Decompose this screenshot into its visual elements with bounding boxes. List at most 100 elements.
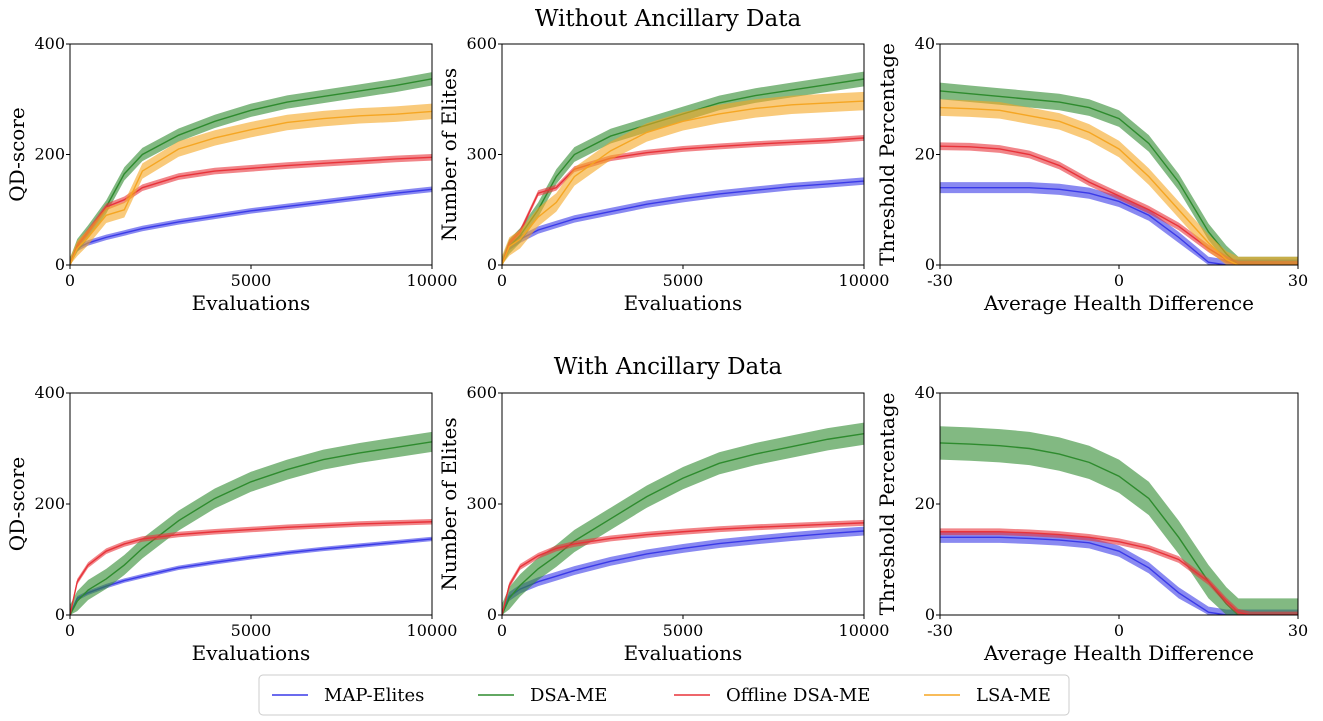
plot-area	[940, 426, 1298, 615]
plot-area	[502, 422, 864, 615]
x-tick-label: -30	[927, 621, 953, 640]
y-tick-label: 40	[915, 34, 935, 53]
band-dsa-me	[70, 431, 432, 615]
y-tick-label: 0	[925, 605, 935, 624]
y-tick-label: 400	[34, 34, 65, 53]
y-axis-label: QD-score	[5, 107, 29, 201]
line-lsa-me	[502, 100, 864, 265]
x-tick-label: 5000	[231, 271, 272, 290]
y-tick-label: 20	[915, 145, 935, 164]
line-dsa-me	[70, 441, 432, 615]
x-tick-label: 0	[1114, 621, 1124, 640]
y-tick-label: 200	[34, 494, 65, 513]
band-offline-dsa-me	[502, 519, 864, 615]
x-tick-label: 10000	[407, 271, 458, 290]
line-offline-dsa-me	[940, 145, 1298, 265]
x-axis-label: Evaluations	[624, 291, 743, 315]
y-tick-label: 600	[466, 383, 497, 402]
band-map-elites	[502, 177, 864, 265]
x-tick-label: 0	[497, 621, 507, 640]
line-lsa-me	[70, 110, 432, 265]
band-map-elites	[502, 526, 864, 615]
y-tick-label: 400	[34, 383, 65, 402]
line-dsa-me	[502, 433, 864, 615]
row-title-bottom: With Ancillary Data	[554, 354, 783, 380]
band-lsa-me	[70, 103, 432, 265]
axes-frame	[939, 392, 1299, 616]
y-tick-label: 300	[466, 145, 497, 164]
x-tick-label: 30	[1288, 271, 1308, 290]
y-axis-label: Number of Elites	[437, 417, 461, 590]
legend-label: LSA-ME	[976, 685, 1051, 706]
line-map-elites	[70, 188, 432, 265]
x-tick-label: 5000	[663, 271, 704, 290]
line-dsa-me	[940, 90, 1298, 265]
line-map-elites	[940, 186, 1298, 265]
band-dsa-me	[940, 426, 1298, 615]
x-tick-label: 10000	[839, 621, 890, 640]
axes-frame	[501, 43, 865, 266]
band-lsa-me	[502, 91, 864, 265]
y-tick-label: 40	[915, 383, 935, 402]
line-lsa-me	[940, 106, 1298, 265]
y-tick-label: 0	[925, 255, 935, 274]
y-axis-label: Threshold Percentage	[875, 43, 899, 266]
legend-item-offline-dsa-me: Offline DSA-ME	[674, 685, 870, 706]
x-tick-label: 5000	[663, 621, 704, 640]
x-axis-label: Evaluations	[192, 291, 311, 315]
legend-label: DSA-ME	[530, 685, 607, 706]
x-axis-label: Evaluations	[624, 641, 743, 665]
x-tick-label: 10000	[839, 271, 890, 290]
line-map-elites	[940, 536, 1298, 615]
y-tick-label: 0	[487, 255, 497, 274]
chart-1: 0 5000 10000 0 200 400 Evaluations QD-score	[5, 34, 457, 315]
y-tick-label: 0	[55, 605, 65, 624]
legend-item-lsa-me: LSA-ME	[924, 685, 1051, 706]
chart-2: 0 5000 10000 0 300 600 Evaluations Number of El…	[437, 34, 889, 315]
y-axis-label: QD-score	[5, 457, 29, 551]
y-tick-label: 20	[915, 494, 935, 513]
x-tick-label: 5000	[231, 621, 272, 640]
legend-label: Offline DSA-ME	[726, 685, 870, 706]
plot-area	[70, 72, 432, 265]
x-tick-label: 0	[65, 271, 75, 290]
legend-box	[258, 674, 1070, 716]
y-tick-label: 200	[34, 145, 65, 164]
legend-item-dsa-me: DSA-ME	[478, 685, 607, 706]
x-tick-label: 0	[497, 271, 507, 290]
band-map-elites	[940, 531, 1298, 615]
band-dsa-me	[502, 71, 864, 265]
plot-area	[502, 71, 864, 265]
line-offline-dsa-me	[70, 521, 432, 615]
x-tick-label: 10000	[407, 621, 458, 640]
y-tick-label: 0	[55, 255, 65, 274]
x-tick-label: 0	[65, 621, 75, 640]
line-offline-dsa-me	[502, 137, 864, 265]
band-map-elites	[70, 536, 432, 615]
y-tick-label: 300	[466, 494, 497, 513]
legend: MAP-Elites DSA-ME Offline DSA-ME LSA-ME	[258, 674, 1070, 716]
plot-area	[70, 431, 432, 615]
row-title-top: Without Ancillary Data	[535, 6, 802, 32]
line-offline-dsa-me	[940, 531, 1298, 615]
y-axis-label: Threshold Percentage	[875, 393, 899, 616]
x-axis-label: Average Health Difference	[983, 291, 1254, 315]
axes-frame	[501, 392, 865, 616]
chart-5: 0 5000 10000 0 300 600 Evaluations Number of El…	[437, 383, 889, 665]
band-dsa-me	[502, 422, 864, 615]
x-axis-label: Average Health Difference	[983, 641, 1254, 665]
legend-item-map-elites: MAP-Elites	[272, 685, 424, 706]
y-axis-label: Number of Elites	[437, 68, 461, 241]
line-dsa-me	[940, 442, 1298, 615]
x-axis-label: Evaluations	[192, 641, 311, 665]
line-map-elites	[70, 538, 432, 615]
x-tick-label: -30	[927, 271, 953, 290]
line-offline-dsa-me	[502, 522, 864, 615]
x-tick-label: 30	[1288, 621, 1308, 640]
chart-4: 0 5000 10000 0 200 400 Evaluations QD-score	[5, 383, 457, 665]
x-tick-label: 0	[1114, 271, 1124, 290]
